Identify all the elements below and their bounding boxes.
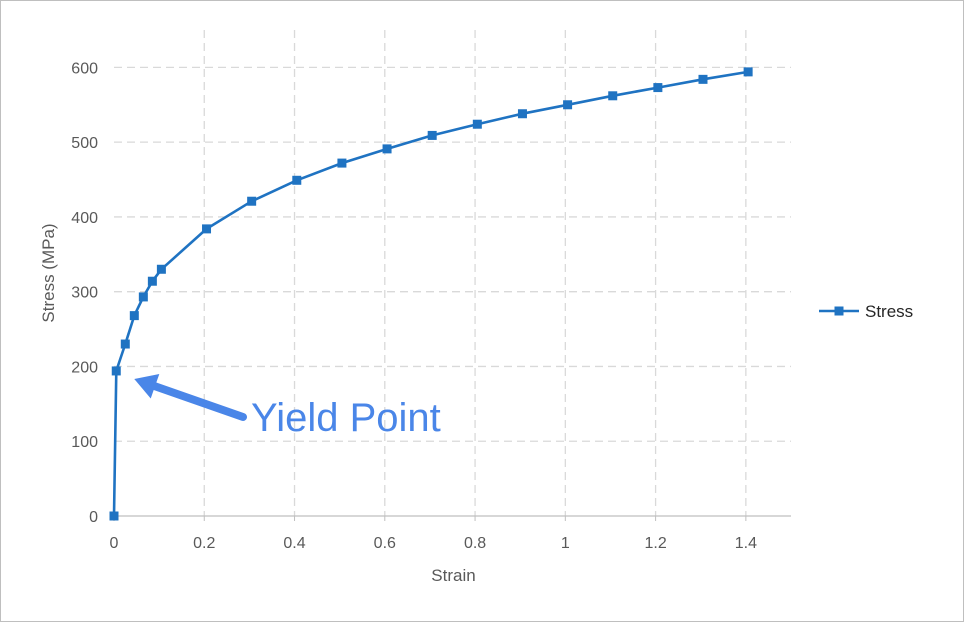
- annotation-arrow-shaft: [151, 382, 247, 421]
- data-point-marker: [427, 130, 437, 140]
- yield-point-annotation: Yield Point: [251, 396, 441, 440]
- data-point-marker: [337, 158, 347, 168]
- data-point-marker: [698, 74, 708, 84]
- data-point-marker: [147, 276, 157, 286]
- y-tick-label: 200: [71, 359, 98, 376]
- y-tick-label: 300: [71, 285, 98, 302]
- data-point-marker: [743, 67, 753, 77]
- data-point-marker: [129, 311, 139, 321]
- data-point-marker: [292, 175, 302, 185]
- data-point-marker: [653, 83, 663, 93]
- x-tick-label: 0.2: [193, 535, 215, 552]
- data-point-marker: [472, 119, 482, 129]
- data-point-marker: [138, 292, 148, 302]
- data-point-marker: [563, 100, 573, 110]
- tick-labels: 0 100 200 300 400 500 600 0 0.2 0.4 0.6 0.8 1 1.2 1.4: [71, 60, 757, 552]
- x-axis-title: Strain: [431, 566, 475, 585]
- y-tick-label: 0: [89, 509, 98, 526]
- y-tick-label: 500: [71, 135, 98, 152]
- x-tick-label: 0.8: [464, 535, 486, 552]
- y-tick-label: 600: [71, 60, 98, 77]
- legend: Stress: [819, 302, 913, 321]
- data-point-marker: [109, 511, 119, 521]
- axes: [113, 515, 791, 521]
- data-point-marker: [202, 224, 212, 234]
- data-point-marker: [120, 339, 130, 349]
- annotation-arrow-head: [134, 373, 160, 399]
- legend-label: Stress: [865, 302, 913, 321]
- gridlines: [114, 30, 791, 516]
- data-point-marker: [608, 91, 618, 101]
- annotation-layer: Yield Point: [134, 373, 441, 440]
- x-tick-label: 1.4: [735, 535, 757, 552]
- x-tick-label: 1: [561, 535, 570, 552]
- x-tick-label: 0.4: [283, 535, 305, 552]
- data-point-marker: [247, 196, 257, 206]
- data-point-marker: [382, 144, 392, 154]
- series-layer: [109, 67, 753, 521]
- legend-marker: [834, 306, 844, 316]
- y-tick-label: 100: [71, 434, 98, 451]
- data-point-marker: [156, 264, 166, 274]
- y-axis-title: Stress (MPa): [39, 223, 58, 322]
- y-tick-label: 400: [71, 210, 98, 227]
- x-tick-label: 0: [110, 535, 119, 552]
- x-tick-label: 0.6: [374, 535, 396, 552]
- data-point-marker: [517, 109, 527, 119]
- data-point-marker: [111, 366, 121, 376]
- x-tick-label: 1.2: [644, 535, 666, 552]
